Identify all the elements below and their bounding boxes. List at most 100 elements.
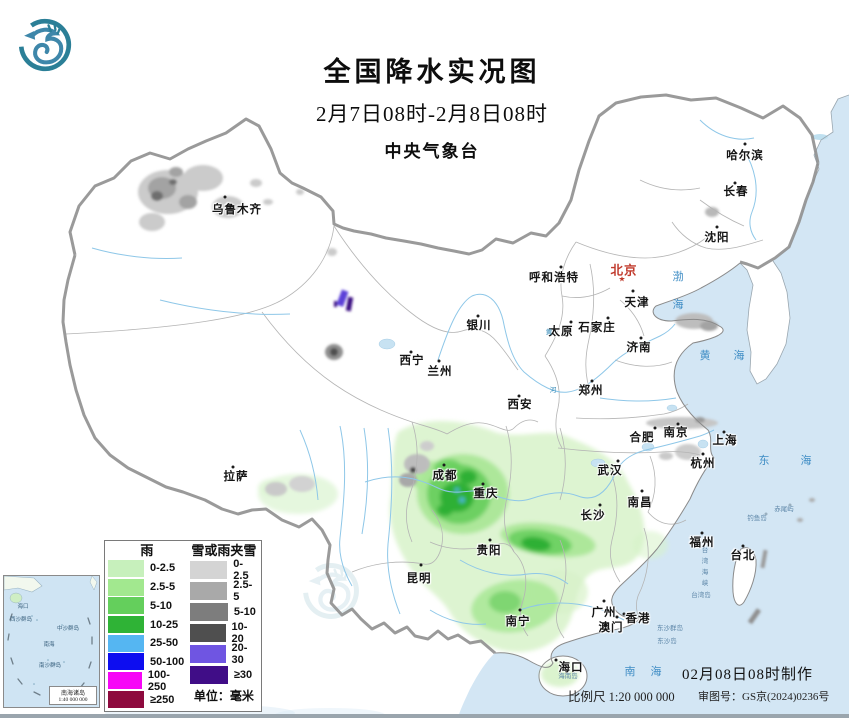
city-label: 合肥 (629, 432, 655, 444)
city-label: 西安 (507, 399, 533, 411)
bottom-divider-bar (0, 714, 849, 718)
city-dot (488, 538, 492, 542)
city-label: 福州 (689, 537, 715, 549)
legend-color-swatch (189, 560, 228, 579)
city-dot (419, 563, 423, 567)
small-map-label: 钓鱼岛 (747, 515, 767, 522)
legend-value-label: 10-20 (231, 620, 248, 645)
city-dot (701, 452, 705, 456)
inset-name-label: 南海诸岛 (60, 691, 85, 697)
city-dot (481, 482, 485, 486)
inset-map-label: 中沙群岛 (56, 626, 80, 632)
city-dot (615, 615, 619, 619)
city-dot (559, 265, 563, 269)
city-dot (409, 350, 413, 354)
city-label: 台北 (730, 550, 756, 562)
legend-value-label: ≥30 (233, 668, 253, 681)
city-dot (722, 430, 726, 434)
city-label: 武汉 (597, 465, 623, 477)
sea-name-label: 海 (800, 455, 812, 467)
small-map-label: 黄 (545, 329, 553, 336)
city-label: 哈尔滨 (726, 150, 764, 162)
legend-row: ≥30 (189, 664, 258, 685)
city-label: 长春 (723, 186, 749, 198)
city-label: 澳门 (598, 622, 624, 634)
city-dot (598, 503, 602, 507)
legend-row: 5-10 (189, 601, 258, 622)
legend-color-swatch (108, 578, 144, 596)
small-map-label: 台 (701, 547, 709, 554)
city-dot (442, 463, 446, 467)
sea-name-label: 海 (650, 666, 662, 678)
city-dot (569, 320, 573, 324)
legend-value-label: 50-100 (150, 655, 185, 668)
legend-row: 25-50 (108, 634, 186, 653)
inset-scale-box: 南海诸岛 1:40 000 000 (49, 686, 97, 705)
time-range-subtitle: 2月7日08时-2月8日08时 (316, 102, 548, 126)
city-dot (231, 465, 235, 469)
city-dot (590, 379, 594, 383)
sea-name-label: 海 (672, 299, 684, 311)
city-dot (715, 225, 719, 229)
city-label: 拉萨 (223, 471, 249, 483)
snow-legend-column: 雪或雨夹雪 0-2.5 2.5-5 5-10 10-20 20-30 ≥30 单位：毫米 (189, 543, 258, 709)
small-map-label: 海南岛 (558, 673, 578, 680)
city-dot (676, 422, 680, 426)
legend-unit-label: 单位：毫米 (193, 689, 254, 703)
approval-number-label: 审图号：GS京(2024)0236号 (698, 691, 830, 703)
legend-value-label: 0-2.5 (233, 557, 249, 582)
legend-value-label: 100-250 (147, 668, 170, 693)
legend-row: ≥250 (108, 690, 186, 709)
legend-value-label: 20-30 (231, 641, 248, 666)
legend-row: 10-25 (108, 615, 186, 634)
rain-legend-column: 雨 0-2.5 2.5-5 5-10 10-25 25-50 50-100 100-250 ≥… (108, 543, 186, 709)
small-island-dot (788, 503, 792, 507)
city-label: 西宁 (399, 355, 425, 367)
snow-areas (138, 165, 815, 625)
sea-name-label: 黄 (699, 350, 711, 362)
city-label: 海口 (558, 662, 584, 674)
inset-scale-label: 1:40 000 000 (58, 697, 88, 703)
province-borders (65, 179, 764, 639)
legend-value-label: 5-10 (233, 605, 256, 618)
city-label: 乌鲁木齐 (212, 204, 262, 216)
city-dot (476, 314, 480, 318)
city-label: 天津 (624, 297, 650, 309)
city-label: 郑州 (578, 385, 604, 397)
small-map-label: 湾 (701, 558, 709, 565)
city-dot (631, 289, 635, 293)
small-map-label: 东沙岛 (657, 638, 677, 645)
city-dot (639, 336, 643, 340)
small-map-label: 峡 (701, 580, 709, 587)
legend-value-label: 2.5-5 (150, 581, 176, 594)
city-label: 石家庄 (578, 322, 616, 334)
city-label: 北京 (610, 263, 638, 278)
city-dot (622, 612, 626, 616)
legend-row: 0-2.5 (189, 557, 258, 582)
city-dot (518, 608, 522, 612)
legend-value-label: 25-50 (150, 637, 179, 650)
lakes (378, 338, 709, 468)
city-dot (517, 394, 521, 398)
city-label: 南昌 (627, 497, 653, 509)
city-dot (743, 142, 747, 146)
page-title: 全国降水实况图 (323, 57, 541, 87)
legend-color-swatch (108, 672, 142, 690)
legend-value-label: ≥250 (150, 693, 175, 706)
city-dot (653, 426, 657, 430)
small-map-label: 东沙群岛 (657, 625, 683, 632)
coastline (494, 262, 741, 668)
legend-color-swatch (189, 665, 228, 684)
legend-value-label: 10-25 (150, 618, 179, 631)
rivers (91, 119, 757, 625)
city-label: 昆明 (406, 573, 432, 585)
inset-map-label: 西沙群岛 (9, 617, 33, 623)
small-map-label: 赤尾屿 (774, 506, 794, 513)
city-label: 广州 (591, 607, 617, 619)
city-dot (554, 658, 558, 662)
legend-row: 50-100 (108, 653, 186, 672)
legend-row: 20-30 (189, 641, 258, 666)
city-label: 杭州 (690, 458, 716, 470)
legend-color-swatch (108, 691, 144, 709)
